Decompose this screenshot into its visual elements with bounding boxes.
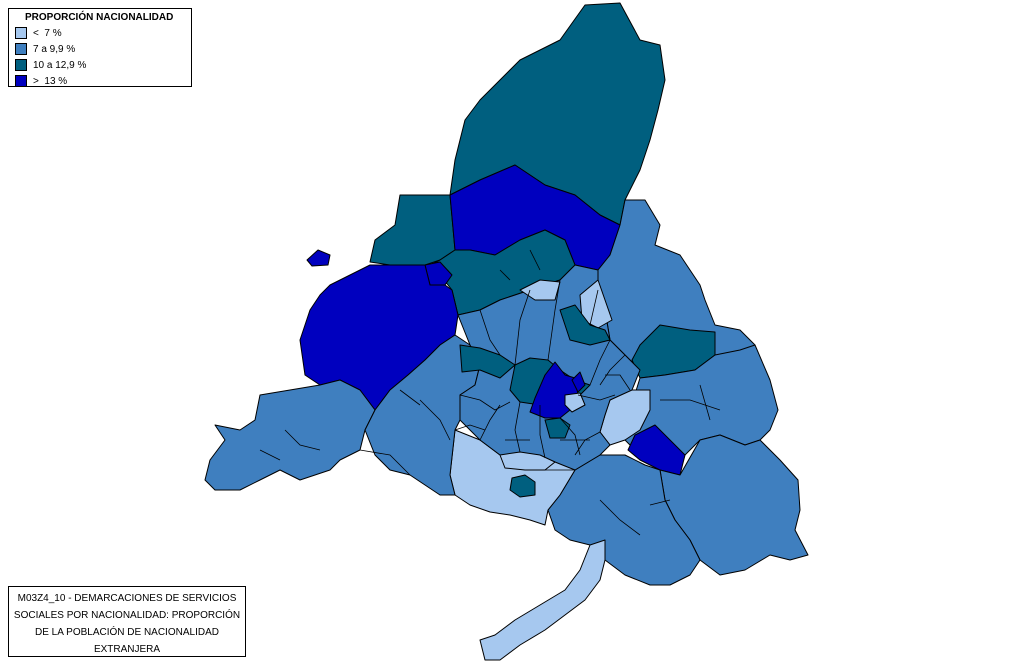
region-northwest — [369, 194, 456, 266]
legend-label: 10 a 12,9 % — [33, 59, 87, 71]
legend-title: PROPORCIÓN NACIONALIDAD — [25, 12, 174, 23]
caption-line: EXTRANJERA — [93, 644, 161, 655]
region-center-west-teal — [459, 344, 516, 379]
legend-swatch — [15, 43, 27, 55]
legend-swatch — [15, 27, 27, 39]
legend-item: < 7 % — [15, 25, 185, 41]
region-sw-teal-small — [509, 474, 536, 498]
map-legend: PROPORCIÓN NACIONALIDAD < 7 % 7 a 9,9 % … — [8, 8, 192, 87]
legend-item: > 13 % — [15, 73, 185, 89]
region-capital-east-dark — [571, 371, 586, 393]
region-south — [547, 454, 701, 586]
legend-label: < 7 % — [33, 27, 62, 39]
region-capital-light — [564, 392, 586, 413]
district-lines — [259, 249, 721, 536]
region-north-light-small — [519, 279, 561, 301]
legend-label: 7 a 9,9 % — [33, 43, 76, 55]
caption-line: SOCIALES POR NACIONALIDAD: PROPORCIÓN — [13, 610, 241, 621]
region-far-south — [479, 539, 606, 661]
map-caption: M03Z4_10 - DEMARCACIONES DE SERVICIOS SO… — [8, 586, 246, 657]
legend-label: > 13 % — [33, 75, 68, 87]
region-center-west — [364, 334, 481, 496]
caption-line: M03Z4_10 - DEMARCACIONES DE SERVICIOS — [17, 593, 237, 604]
region-south-capital-light — [499, 451, 556, 471]
legend-swatch — [15, 59, 27, 71]
region-island — [306, 249, 331, 267]
legend-swatch — [15, 75, 27, 87]
region-capital-south-teal — [544, 417, 571, 439]
legend-item: 10 a 12,9 % — [15, 57, 185, 73]
caption-line: DE LA POBLACIÓN DE NACIONALIDAD — [35, 627, 219, 638]
legend-item: 7 a 9,9 % — [15, 41, 185, 57]
